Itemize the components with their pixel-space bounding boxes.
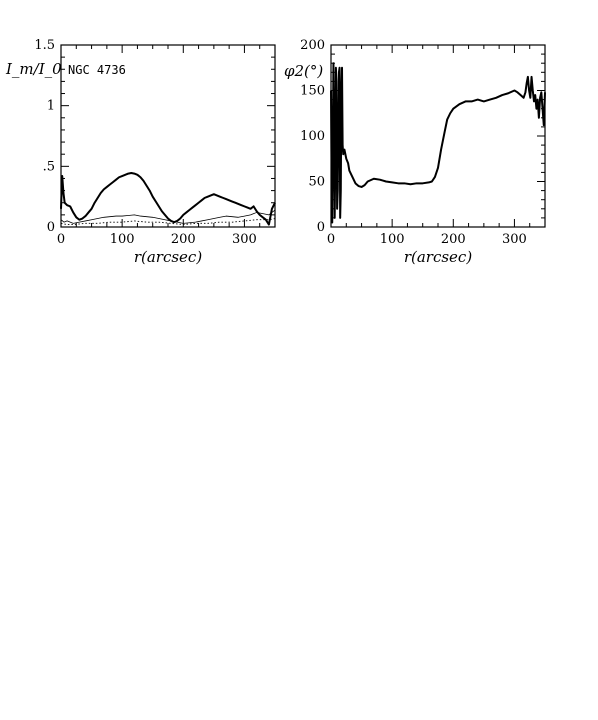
y-tick-label: 150 (300, 84, 325, 99)
x-tick-label: 300 (502, 232, 527, 247)
figure-svg: 0 100 200 300 0 .5 1 1.5 NGC 4736 r(arcsec) I_… (5, 38, 546, 266)
series-line-dotted (60, 218, 276, 226)
ticks (330, 44, 546, 228)
y-tick-label: 0 (317, 220, 325, 235)
x-tick-label: 100 (380, 232, 405, 247)
y-tick-label: 1.5 (34, 38, 55, 53)
plot-frame (330, 44, 546, 228)
y-axis-label: I_m/I_0 (5, 60, 62, 78)
y-tick-label: 100 (300, 129, 325, 144)
x-tick-label: 0 (327, 232, 335, 247)
x-axis-label: r(arcsec) (134, 248, 203, 266)
y-axis-label: φ2(°) (284, 62, 323, 80)
y-tick-label: 200 (300, 38, 325, 53)
y-tick-label: 50 (308, 175, 325, 190)
x-axis-label: r(arcsec) (404, 248, 473, 266)
x-tick-label: 200 (441, 232, 466, 247)
x-tick-label: 300 (232, 232, 257, 247)
y-tick-labels: 0 50 100 150 200 (300, 38, 325, 235)
y-tick-label: 0 (47, 220, 55, 235)
y-tick-label: 1 (47, 99, 55, 114)
x-tick-labels: 0 100 200 300 (327, 232, 527, 247)
series-group (60, 172, 276, 226)
series-line-thick (60, 172, 276, 226)
y-tick-label: .5 (43, 159, 55, 174)
series-group (330, 62, 546, 224)
figure: 0 100 200 300 0 .5 1 1.5 NGC 4736 r(arcsec) I_… (0, 0, 598, 300)
panel-phase: 0 100 200 300 0 50 100 150 200 r(arcsec) φ2(°) (284, 38, 546, 266)
series-line-thin (60, 209, 276, 224)
y-tick-labels: 0 .5 1 1.5 (34, 38, 55, 235)
panel-label: NGC 4736 (68, 63, 126, 77)
x-tick-label: 200 (171, 232, 196, 247)
series-line-thick (330, 62, 546, 224)
x-tick-label: 0 (57, 232, 65, 247)
x-tick-labels: 0 100 200 300 (57, 232, 257, 247)
panel-amplitude: 0 100 200 300 0 .5 1 1.5 NGC 4736 r(arcsec) I_… (5, 38, 276, 266)
x-tick-label: 100 (110, 232, 135, 247)
